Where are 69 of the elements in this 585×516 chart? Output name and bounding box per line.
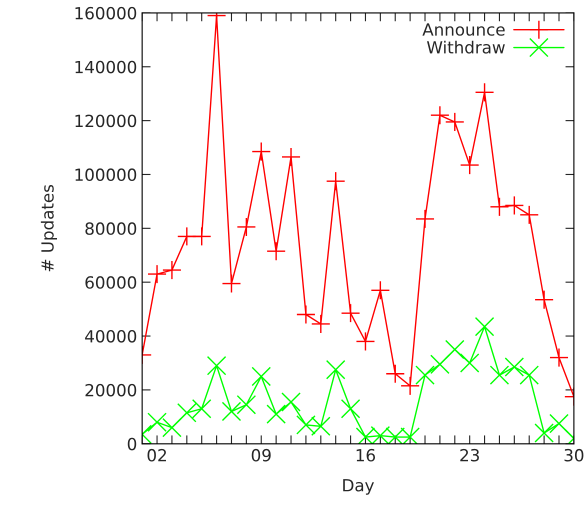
point [534, 290, 554, 310]
point [281, 147, 301, 167]
point [296, 415, 316, 435]
y-tick-label: 100000 [76, 168, 136, 182]
y-tick-label: 0 [128, 438, 136, 450]
x-tick-label: 30 [564, 448, 584, 462]
point [520, 365, 539, 385]
x-tick-label: 02 [148, 448, 166, 462]
point [311, 416, 331, 436]
point [206, 356, 226, 376]
point [549, 414, 569, 434]
point [177, 403, 197, 423]
point [340, 303, 360, 323]
y-tick-label: 160000 [76, 6, 136, 20]
point [296, 304, 316, 324]
y-tick-label: 140000 [76, 60, 136, 74]
point [386, 364, 405, 384]
y-tick-label: 120000 [76, 114, 136, 128]
point [490, 197, 510, 217]
point [311, 314, 331, 334]
point [266, 241, 286, 261]
point [490, 365, 510, 385]
point [520, 205, 539, 225]
point [162, 260, 182, 280]
point [474, 82, 494, 102]
y-tick-label: 80000 [85, 222, 136, 235]
point [504, 357, 524, 377]
point [236, 217, 256, 237]
point [445, 112, 465, 132]
point [252, 142, 271, 162]
point [504, 196, 524, 216]
x-tick-label: 23 [460, 448, 479, 462]
point [370, 280, 390, 300]
point [222, 274, 242, 294]
point [534, 423, 554, 443]
point [549, 348, 569, 368]
point [252, 366, 271, 386]
point [147, 412, 167, 432]
point [356, 332, 376, 352]
point [222, 402, 242, 422]
y-tick-label: 60000 [85, 276, 136, 289]
point [370, 426, 390, 444]
y-tick-label: 40000 [85, 330, 136, 343]
x-axis-title: Day [343, 479, 374, 495]
point [460, 353, 480, 373]
x-tick-label: 09 [252, 448, 271, 462]
legend-label: Announce [422, 23, 505, 36]
point [281, 392, 301, 412]
point [430, 354, 450, 374]
x-tick-label: 16 [356, 448, 376, 462]
point [326, 360, 346, 380]
point [474, 316, 494, 336]
point [460, 155, 480, 175]
point [192, 399, 212, 418]
legend-label: Withdraw [427, 40, 505, 54]
point [192, 226, 212, 246]
point [445, 340, 465, 360]
point [415, 209, 435, 229]
y-axis-title: # Updates [40, 184, 57, 272]
point [430, 106, 450, 125]
point [236, 394, 256, 414]
point [147, 264, 167, 284]
point [415, 365, 435, 385]
y-tick-label: 20000 [85, 384, 136, 396]
point [266, 404, 286, 424]
point [400, 376, 420, 396]
point [326, 171, 346, 191]
point [162, 418, 182, 438]
point [340, 399, 360, 418]
